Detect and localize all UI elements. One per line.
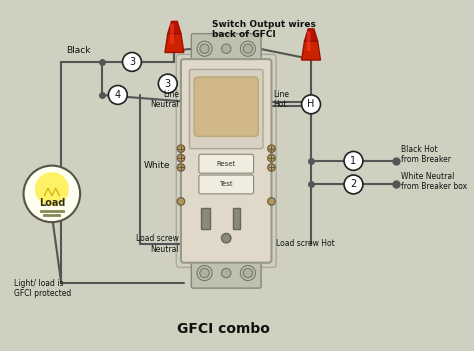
Circle shape [221,269,231,278]
Circle shape [200,44,209,53]
Circle shape [24,166,80,222]
Text: Line
Neutral: Line Neutral [150,90,179,109]
Polygon shape [165,34,184,53]
Circle shape [158,74,177,93]
Text: 3: 3 [165,79,171,88]
Circle shape [268,145,275,152]
FancyBboxPatch shape [307,31,310,51]
Bar [201,208,210,229]
Text: 1: 1 [350,156,356,166]
Text: Test: Test [219,181,233,187]
Circle shape [200,269,209,278]
Circle shape [268,154,275,162]
FancyBboxPatch shape [181,59,272,263]
Circle shape [177,154,185,162]
Circle shape [243,44,253,53]
Text: Switch Output wires
back of GFCI: Switch Output wires back of GFCI [212,20,316,39]
Text: White Neutral
from Breaker box: White Neutral from Breaker box [401,172,467,191]
Text: Load screw Hot: Load screw Hot [276,239,335,249]
Text: 3: 3 [129,57,135,67]
FancyBboxPatch shape [190,69,263,148]
FancyBboxPatch shape [199,154,254,173]
Circle shape [221,233,231,243]
Circle shape [123,53,141,71]
Circle shape [35,172,69,206]
Polygon shape [304,29,318,41]
Bar [233,208,240,229]
Text: Black: Black [66,46,91,55]
FancyBboxPatch shape [199,175,254,194]
Circle shape [301,95,320,114]
Circle shape [268,164,275,171]
Circle shape [344,175,363,194]
FancyBboxPatch shape [191,258,261,288]
Text: GFCI combo: GFCI combo [177,322,270,336]
FancyBboxPatch shape [191,34,261,64]
Polygon shape [301,41,320,60]
Text: Reset: Reset [217,161,236,167]
Text: 2: 2 [350,179,356,190]
Circle shape [177,145,185,152]
Circle shape [221,44,231,53]
Circle shape [177,198,185,205]
Circle shape [268,198,275,205]
Text: White: White [143,161,170,170]
Text: Black Hot
from Breaker: Black Hot from Breaker [401,145,451,164]
Polygon shape [168,21,181,34]
Circle shape [177,164,185,171]
Text: Light/ load is
GFCI protected: Light/ load is GFCI protected [14,279,72,298]
FancyBboxPatch shape [194,77,258,137]
Circle shape [109,86,127,104]
Text: Load screw
Neutral: Load screw Neutral [136,234,179,253]
Text: H: H [307,99,315,109]
Text: Line
Hot: Line Hot [273,90,289,109]
Text: 4: 4 [115,90,121,100]
FancyBboxPatch shape [170,24,174,44]
Circle shape [243,269,253,278]
Circle shape [344,152,363,170]
Text: Load: Load [39,198,65,208]
